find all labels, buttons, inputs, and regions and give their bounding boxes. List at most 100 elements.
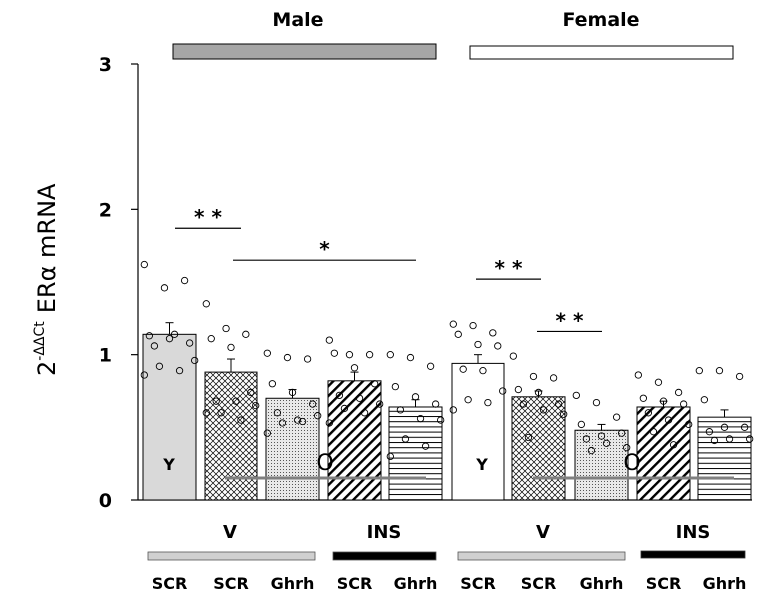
data-point <box>232 397 240 405</box>
data-point <box>560 410 568 418</box>
treatment-label-male-v: V <box>223 522 237 543</box>
data-point <box>355 394 364 402</box>
data-point <box>582 435 591 443</box>
data-point <box>406 353 415 362</box>
data-point <box>649 428 658 436</box>
data-point <box>669 441 678 449</box>
data-point <box>155 362 164 370</box>
data-point <box>421 442 430 450</box>
age-label-young-male: Y <box>162 455 175 474</box>
data-point <box>577 420 586 429</box>
data-point <box>494 342 502 350</box>
data-point <box>340 404 349 413</box>
data-point <box>140 260 148 269</box>
data-point <box>674 388 683 397</box>
data-point <box>617 429 626 437</box>
data-point <box>431 400 440 408</box>
data-point <box>222 324 230 333</box>
data-point <box>180 276 189 285</box>
data-point <box>345 351 354 359</box>
data-point <box>185 339 194 347</box>
data-point <box>376 400 384 408</box>
data-point <box>437 416 445 424</box>
data-point <box>303 355 312 363</box>
data-point <box>746 435 754 443</box>
data-point <box>715 367 724 375</box>
data-point <box>273 409 282 417</box>
data-point <box>145 332 154 340</box>
data-point <box>411 393 420 401</box>
bar-male-ins-scr-o <box>327 380 382 501</box>
data-point <box>572 391 580 400</box>
data-point <box>464 396 472 404</box>
data-point <box>514 385 523 394</box>
x-tick-label: SCR <box>521 574 557 593</box>
data-point <box>534 388 543 397</box>
data-point <box>330 349 339 357</box>
data-point <box>252 401 260 410</box>
data-point <box>449 406 457 414</box>
x-tick-label: SCR <box>460 574 496 593</box>
data-point <box>695 367 703 375</box>
group-bar-female <box>469 45 734 60</box>
svg-text:2-ΔΔCtERα mRNA: 2-ΔΔCt ERα mRNA <box>32 183 61 376</box>
data-point <box>386 452 394 461</box>
data-point <box>720 423 729 431</box>
data-point <box>283 353 292 362</box>
data-point <box>459 365 467 373</box>
data-point <box>489 329 497 337</box>
data-point <box>217 409 225 417</box>
data-point <box>140 371 148 379</box>
data-point <box>391 382 400 391</box>
data-point <box>401 435 410 443</box>
y-tick-label: 0 <box>99 490 112 512</box>
data-point <box>499 387 507 395</box>
data-point <box>644 409 653 417</box>
y-axis-title-main: ERα mRNA <box>33 183 61 313</box>
data-point <box>416 414 425 423</box>
data-point <box>549 374 558 382</box>
data-point <box>602 439 611 447</box>
data-point <box>278 419 287 427</box>
significance-label: * <box>319 237 330 261</box>
data-point <box>237 416 245 424</box>
treatment-label-female-v: V <box>536 522 550 543</box>
y-tick-label: 1 <box>99 345 112 367</box>
y-axis-title: 2-ΔΔCt ERα mRNA <box>32 183 61 376</box>
treatment-bar-male-v <box>147 551 316 561</box>
data-point <box>539 406 548 414</box>
data-point <box>592 398 601 407</box>
data-point <box>426 362 435 370</box>
data-point <box>227 343 235 352</box>
data-point <box>325 336 333 344</box>
x-tick-label: SCR <box>337 574 373 593</box>
data-point <box>370 380 379 388</box>
data-point <box>288 388 297 397</box>
y-tick-label: 2 <box>99 199 112 221</box>
significance-label: * * <box>194 205 222 229</box>
data-point <box>454 330 462 338</box>
age-label-young-female: Y <box>475 455 488 474</box>
x-tick-label: Ghrh <box>271 574 315 593</box>
treatment-bar-female-ins <box>640 550 746 559</box>
data-point <box>298 417 307 426</box>
data-point <box>165 335 174 343</box>
data-point <box>293 416 302 424</box>
data-point <box>725 435 734 443</box>
bar-male-v-scr-o <box>204 371 258 501</box>
y-axis-title-base: 2 <box>33 361 61 376</box>
bar-male-v-scr-y <box>142 333 197 501</box>
data-point <box>735 372 744 381</box>
data-point <box>449 320 457 328</box>
data-point <box>325 419 333 427</box>
data-point <box>664 416 673 424</box>
group-label-female: Female <box>562 9 639 31</box>
data-point <box>623 444 631 452</box>
x-tick-label: SCR <box>213 574 249 593</box>
data-point <box>529 372 538 381</box>
data-point <box>350 364 359 372</box>
data-point <box>150 342 159 350</box>
data-point <box>685 420 693 429</box>
data-point <box>207 335 215 343</box>
